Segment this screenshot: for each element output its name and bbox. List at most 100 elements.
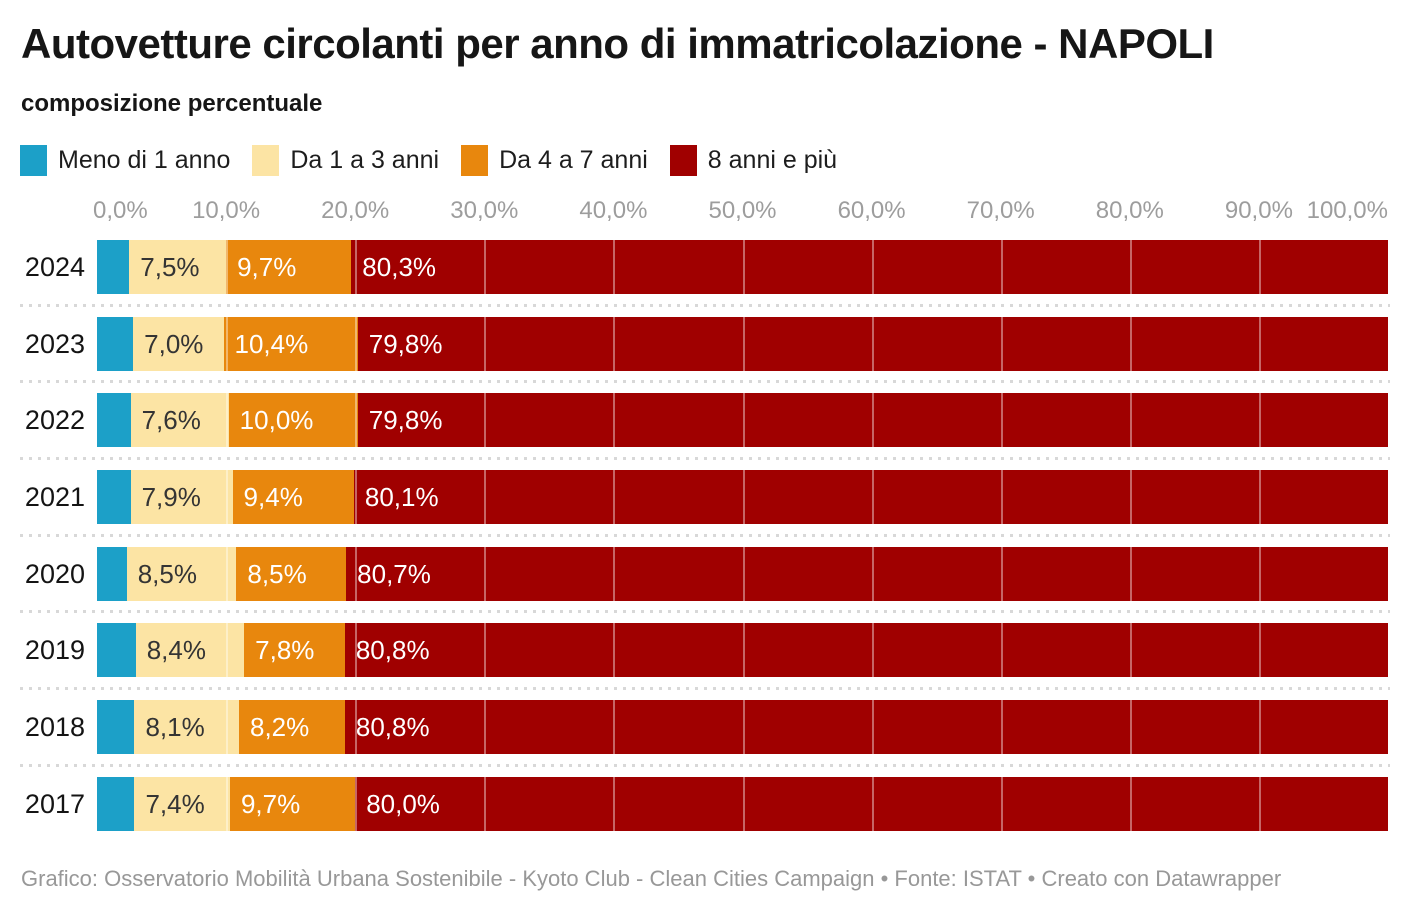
bar-segment-da-1-a-3-anni[interactable]: 8,4%: [135, 623, 245, 678]
stacked-bar-2019: 8,4% 7,8% 80,8%: [97, 623, 1388, 678]
gridline: [1258, 700, 1261, 755]
gridline: [355, 700, 358, 755]
bar-segment-8-anni-e-pi[interactable]: 80,3%: [351, 240, 1388, 294]
axis-tick: 30,0%: [450, 197, 519, 224]
legend-swatch-icon: [252, 145, 280, 176]
gridline: [1000, 470, 1003, 525]
segment-value-label: 10,0%: [239, 405, 314, 436]
bar-segment-da-4-a-7-anni[interactable]: 9,7%: [226, 240, 352, 294]
bar-segment-8-anni-e-pi[interactable]: 80,1%: [353, 470, 1388, 525]
segment-value-label: 80,7%: [357, 558, 431, 589]
bar-segment-meno-di-1-anno[interactable]: [97, 240, 130, 294]
gridline: [1258, 546, 1261, 601]
legend-item-meno-di-1-anno: Meno di 1 anno: [20, 145, 230, 176]
bar-segment-da-1-a-3-anni[interactable]: 8,1%: [134, 700, 239, 755]
legend: Meno di 1 anno Da 1 a 3 anni Da 4 a 7 anni…: [20, 145, 859, 176]
bar-segment-da-1-a-3-anni[interactable]: 7,4%: [134, 776, 230, 831]
bar-segment-meno-di-1-anno[interactable]: [97, 623, 136, 678]
gridline: [1000, 776, 1003, 831]
gridline: [1000, 700, 1003, 755]
bar-segment-8-anni-e-pi[interactable]: 79,8%: [357, 316, 1388, 371]
bar-segment-meno-di-1-anno[interactable]: [97, 546, 127, 601]
bar-segment-8-anni-e-pi[interactable]: 80,0%: [355, 776, 1388, 831]
gridline: [355, 240, 358, 294]
bar-segment-da-4-a-7-anni[interactable]: 7,8%: [244, 623, 345, 678]
row-separator: [20, 687, 1390, 691]
bar-segment-da-1-a-3-anni[interactable]: 8,5%: [126, 546, 237, 601]
bar-segment-da-4-a-7-anni[interactable]: 8,5%: [236, 546, 347, 601]
axis-tick: 40,0%: [579, 197, 648, 224]
row-label: 2021: [24, 482, 85, 513]
gridline: [742, 316, 745, 371]
axis-tick: 10,0%: [192, 197, 261, 224]
chart-row-2017: 2017 7,4% 9,7% 80,0%: [0, 766, 1412, 843]
row-separator: [20, 380, 1390, 384]
bar-segment-da-1-a-3-anni[interactable]: 7,0%: [133, 316, 224, 371]
gridline: [484, 240, 487, 294]
segment-value-label: 8,1%: [145, 712, 205, 743]
row-separator: [20, 303, 1390, 307]
chart-rows: 2024 7,5% 9,7% 80,3% 2023 7,0% 10,4% 79,8% 2022 7…: [0, 229, 1412, 843]
bar-segment-8-anni-e-pi[interactable]: 80,7%: [346, 546, 1388, 601]
bar-segment-meno-di-1-anno[interactable]: [97, 776, 135, 831]
gridline: [1258, 240, 1261, 294]
gridline: [613, 776, 616, 831]
gridline: [355, 393, 358, 448]
gridline: [742, 700, 745, 755]
gridline: [871, 470, 874, 525]
gridline: [355, 546, 358, 601]
gridline: [226, 470, 229, 525]
gridline: [226, 776, 229, 831]
gridline: [355, 316, 358, 371]
gridline: [484, 316, 487, 371]
bar-segment-da-4-a-7-anni[interactable]: 9,7%: [229, 776, 356, 831]
gridline: [742, 470, 745, 525]
bar-segment-8-anni-e-pi[interactable]: 80,8%: [344, 700, 1388, 755]
gridline: [484, 776, 487, 831]
gridline: [1129, 470, 1132, 525]
chart-row-2021: 2021 7,9% 9,4% 80,1%: [0, 459, 1412, 537]
bar-segment-da-1-a-3-anni[interactable]: 7,9%: [130, 470, 233, 525]
gridline: [1129, 393, 1132, 448]
row-separator: [20, 610, 1390, 614]
bar-segment-meno-di-1-anno[interactable]: [97, 316, 134, 371]
segment-value-label: 8,5%: [137, 558, 197, 589]
bar-segment-da-4-a-7-anni[interactable]: 8,2%: [239, 700, 345, 755]
bar-segment-da-1-a-3-anni[interactable]: 7,6%: [130, 393, 229, 448]
bar-segment-meno-di-1-anno[interactable]: [97, 700, 135, 755]
gridline: [613, 316, 616, 371]
segment-value-label: 7,4%: [145, 788, 205, 819]
bar-segment-8-anni-e-pi[interactable]: 79,8%: [357, 393, 1388, 448]
segment-value-label: 7,6%: [141, 405, 201, 436]
gridline: [871, 623, 874, 678]
gridline: [871, 316, 874, 371]
segment-value-label: 8,2%: [250, 712, 310, 743]
gridline: [484, 546, 487, 601]
gridline: [742, 623, 745, 678]
row-label: 2017: [24, 788, 85, 819]
bar-segment-da-4-a-7-anni[interactable]: 10,4%: [223, 316, 358, 371]
bar-segment-meno-di-1-anno[interactable]: [97, 393, 131, 448]
bar-segment-8-anni-e-pi[interactable]: 80,8%: [344, 623, 1388, 678]
gridline: [226, 316, 229, 371]
bar-segment-meno-di-1-anno[interactable]: [97, 470, 131, 525]
bar-segment-da-1-a-3-anni[interactable]: 7,5%: [129, 240, 227, 294]
stacked-bar-2023: 7,0% 10,4% 79,8%: [97, 316, 1388, 371]
x-axis: 0,0% 10,0% 20,0% 30,0% 40,0% 50,0% 60,0% 70,0% 8…: [0, 196, 1412, 228]
gridline: [742, 776, 745, 831]
segment-value-label: 80,0%: [366, 788, 440, 819]
gridline: [1000, 546, 1003, 601]
gridline: [1129, 776, 1132, 831]
legend-label: Da 1 a 3 anni: [290, 146, 440, 174]
legend-item-da-1-a-3-anni: Da 1 a 3 anni: [252, 145, 439, 176]
gridline: [484, 700, 487, 755]
bar-segment-da-4-a-7-anni[interactable]: 9,4%: [232, 470, 354, 525]
gridline: [742, 240, 745, 294]
gridline: [226, 623, 229, 678]
segment-value-label: 8,4%: [146, 635, 206, 666]
row-separator: [20, 457, 1390, 461]
axis-tick: 0,0%: [93, 197, 148, 224]
row-label: 2019: [24, 635, 85, 666]
bar-segment-da-4-a-7-anni[interactable]: 10,0%: [228, 393, 358, 448]
stacked-bar-2017: 7,4% 9,7% 80,0%: [97, 776, 1388, 831]
